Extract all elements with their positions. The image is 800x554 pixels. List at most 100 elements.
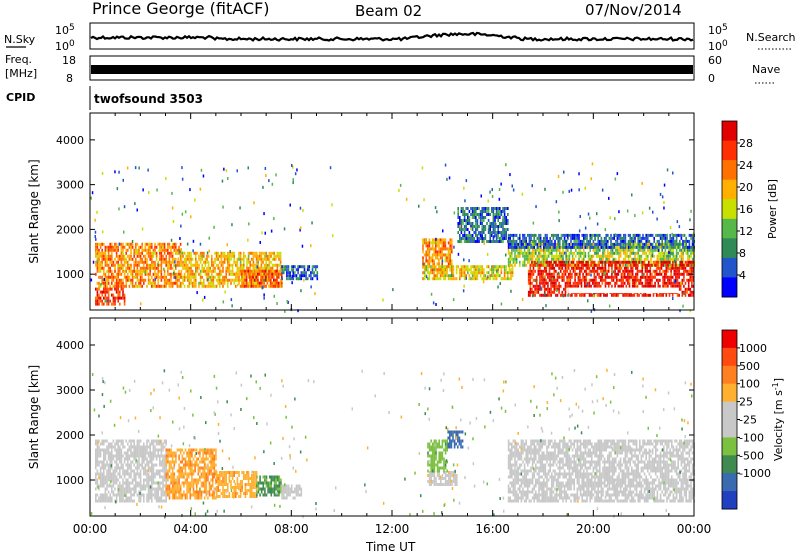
- heatmap-cell: [133, 448, 135, 452]
- heatmap-cell: [111, 242, 113, 246]
- heatmap-cell: [667, 254, 670, 258]
- heatmap-cell: [143, 451, 145, 455]
- heatmap-cell: [691, 290, 693, 294]
- heatmap-cell: [559, 251, 561, 255]
- heatmap-cell: [571, 254, 574, 258]
- heatmap-cell: [195, 269, 197, 273]
- heatmap-cell: [677, 245, 679, 249]
- heatmap-cell: [128, 463, 131, 467]
- heatmap-cell: [168, 245, 171, 249]
- heatmap-cell: [423, 262, 426, 266]
- heatmap-cell: [135, 272, 137, 276]
- heatmap-cell: [689, 309, 692, 313]
- heatmap-cell: [262, 251, 264, 255]
- heatmap-cell: [614, 260, 616, 264]
- heatmap-cell: [193, 278, 195, 282]
- heatmap-cell: [133, 472, 135, 476]
- heatmap-cell: [555, 260, 557, 264]
- heatmap-cell: [107, 490, 110, 494]
- heatmap-cell: [117, 260, 119, 264]
- heatmap-cell: [231, 278, 234, 282]
- heatmap-cell: [530, 233, 532, 237]
- heatmap-cell: [481, 207, 483, 210]
- heatmap-cell: [103, 242, 105, 246]
- heatmap-cell: [180, 272, 183, 276]
- heatmap-cell: [470, 207, 472, 210]
- heatmap-cell: [201, 251, 203, 255]
- heatmap-cell: [507, 222, 509, 225]
- heatmap-cell: [175, 278, 177, 282]
- heatmap-cell: [144, 260, 147, 264]
- heatmap-cell: [211, 284, 213, 288]
- heatmap-cell: [471, 265, 474, 269]
- heatmap-cell: [98, 302, 100, 306]
- heatmap-cell: [443, 253, 445, 257]
- heatmap-cell: [533, 233, 535, 237]
- heatmap-cell: [252, 251, 255, 255]
- heatmap-cell: [514, 239, 516, 243]
- heatmap-cell: [618, 248, 620, 252]
- heatmap-cell: [111, 257, 113, 261]
- heatmap-cell: [614, 269, 616, 273]
- heatmap-cell: [103, 475, 105, 479]
- heatmap-cell: [96, 454, 99, 458]
- heatmap-cell: [454, 277, 456, 281]
- heatmap-cell: [139, 272, 142, 276]
- heatmap-cell: [551, 277, 554, 281]
- heatmap-cell: [536, 242, 539, 246]
- heatmap-cell: [457, 222, 459, 225]
- heatmap-cell: [119, 445, 121, 449]
- heatmap-cell: [509, 242, 511, 246]
- heatmap-cell: [120, 484, 123, 488]
- heatmap-cell: [310, 285, 312, 289]
- heatmap-cell: [283, 227, 286, 231]
- heatmap-cell: [549, 245, 551, 249]
- heatmap-cell: [151, 284, 153, 288]
- heatmap-cell: [292, 268, 295, 272]
- heatmap-cell: [611, 263, 613, 267]
- heatmap-cell: [199, 251, 202, 255]
- heatmap-cell: [463, 186, 465, 190]
- heatmap-cell: [223, 281, 226, 285]
- heatmap-cell: [263, 272, 265, 276]
- heatmap-cell: [297, 265, 299, 269]
- heatmap-cell: [502, 210, 504, 213]
- heatmap-cell: [295, 274, 298, 278]
- heatmap-cell: [99, 499, 102, 503]
- heatmap-cell: [115, 290, 118, 294]
- heatmap-cell: [99, 469, 102, 473]
- heatmap-cell: [484, 234, 487, 237]
- heatmap-cell: [176, 260, 179, 264]
- heatmap-cell: [584, 233, 587, 237]
- heatmap-cell: [494, 274, 496, 278]
- heatmap-cell: [220, 272, 223, 276]
- heatmap-cell: [616, 245, 619, 249]
- heatmap-cell: [602, 242, 604, 246]
- heatmap-cell: [106, 254, 108, 258]
- heatmap-cell: [648, 242, 651, 246]
- heatmap-cell: [279, 281, 281, 285]
- heatmap-cell: [264, 231, 266, 235]
- heatmap-cell: [444, 238, 447, 242]
- heatmap-cell: [128, 284, 131, 288]
- heatmap-cell: [607, 251, 609, 255]
- heatmap-cell: [292, 277, 295, 281]
- heatmap-cell: [548, 293, 551, 297]
- heatmap-cell: [286, 277, 288, 281]
- heatmap-cell: [433, 253, 435, 257]
- heatmap-cell: [135, 487, 137, 491]
- heatmap-cell: [115, 451, 118, 455]
- heatmap-cell: [679, 248, 681, 252]
- heatmap-cell: [548, 272, 551, 276]
- heatmap-cell: [611, 236, 614, 240]
- heatmap-cell: [565, 242, 567, 246]
- heatmap-cell: [536, 263, 539, 267]
- heatmap-cell: [643, 257, 646, 261]
- heatmap-cell: [654, 281, 656, 285]
- heatmap-cell: [130, 460, 132, 464]
- heatmap-cell: [686, 263, 688, 267]
- heatmap-cell: [561, 260, 564, 264]
- heatmap-cell: [457, 216, 459, 219]
- heatmap-cell: [657, 248, 660, 252]
- heatmap-cell: [257, 260, 259, 264]
